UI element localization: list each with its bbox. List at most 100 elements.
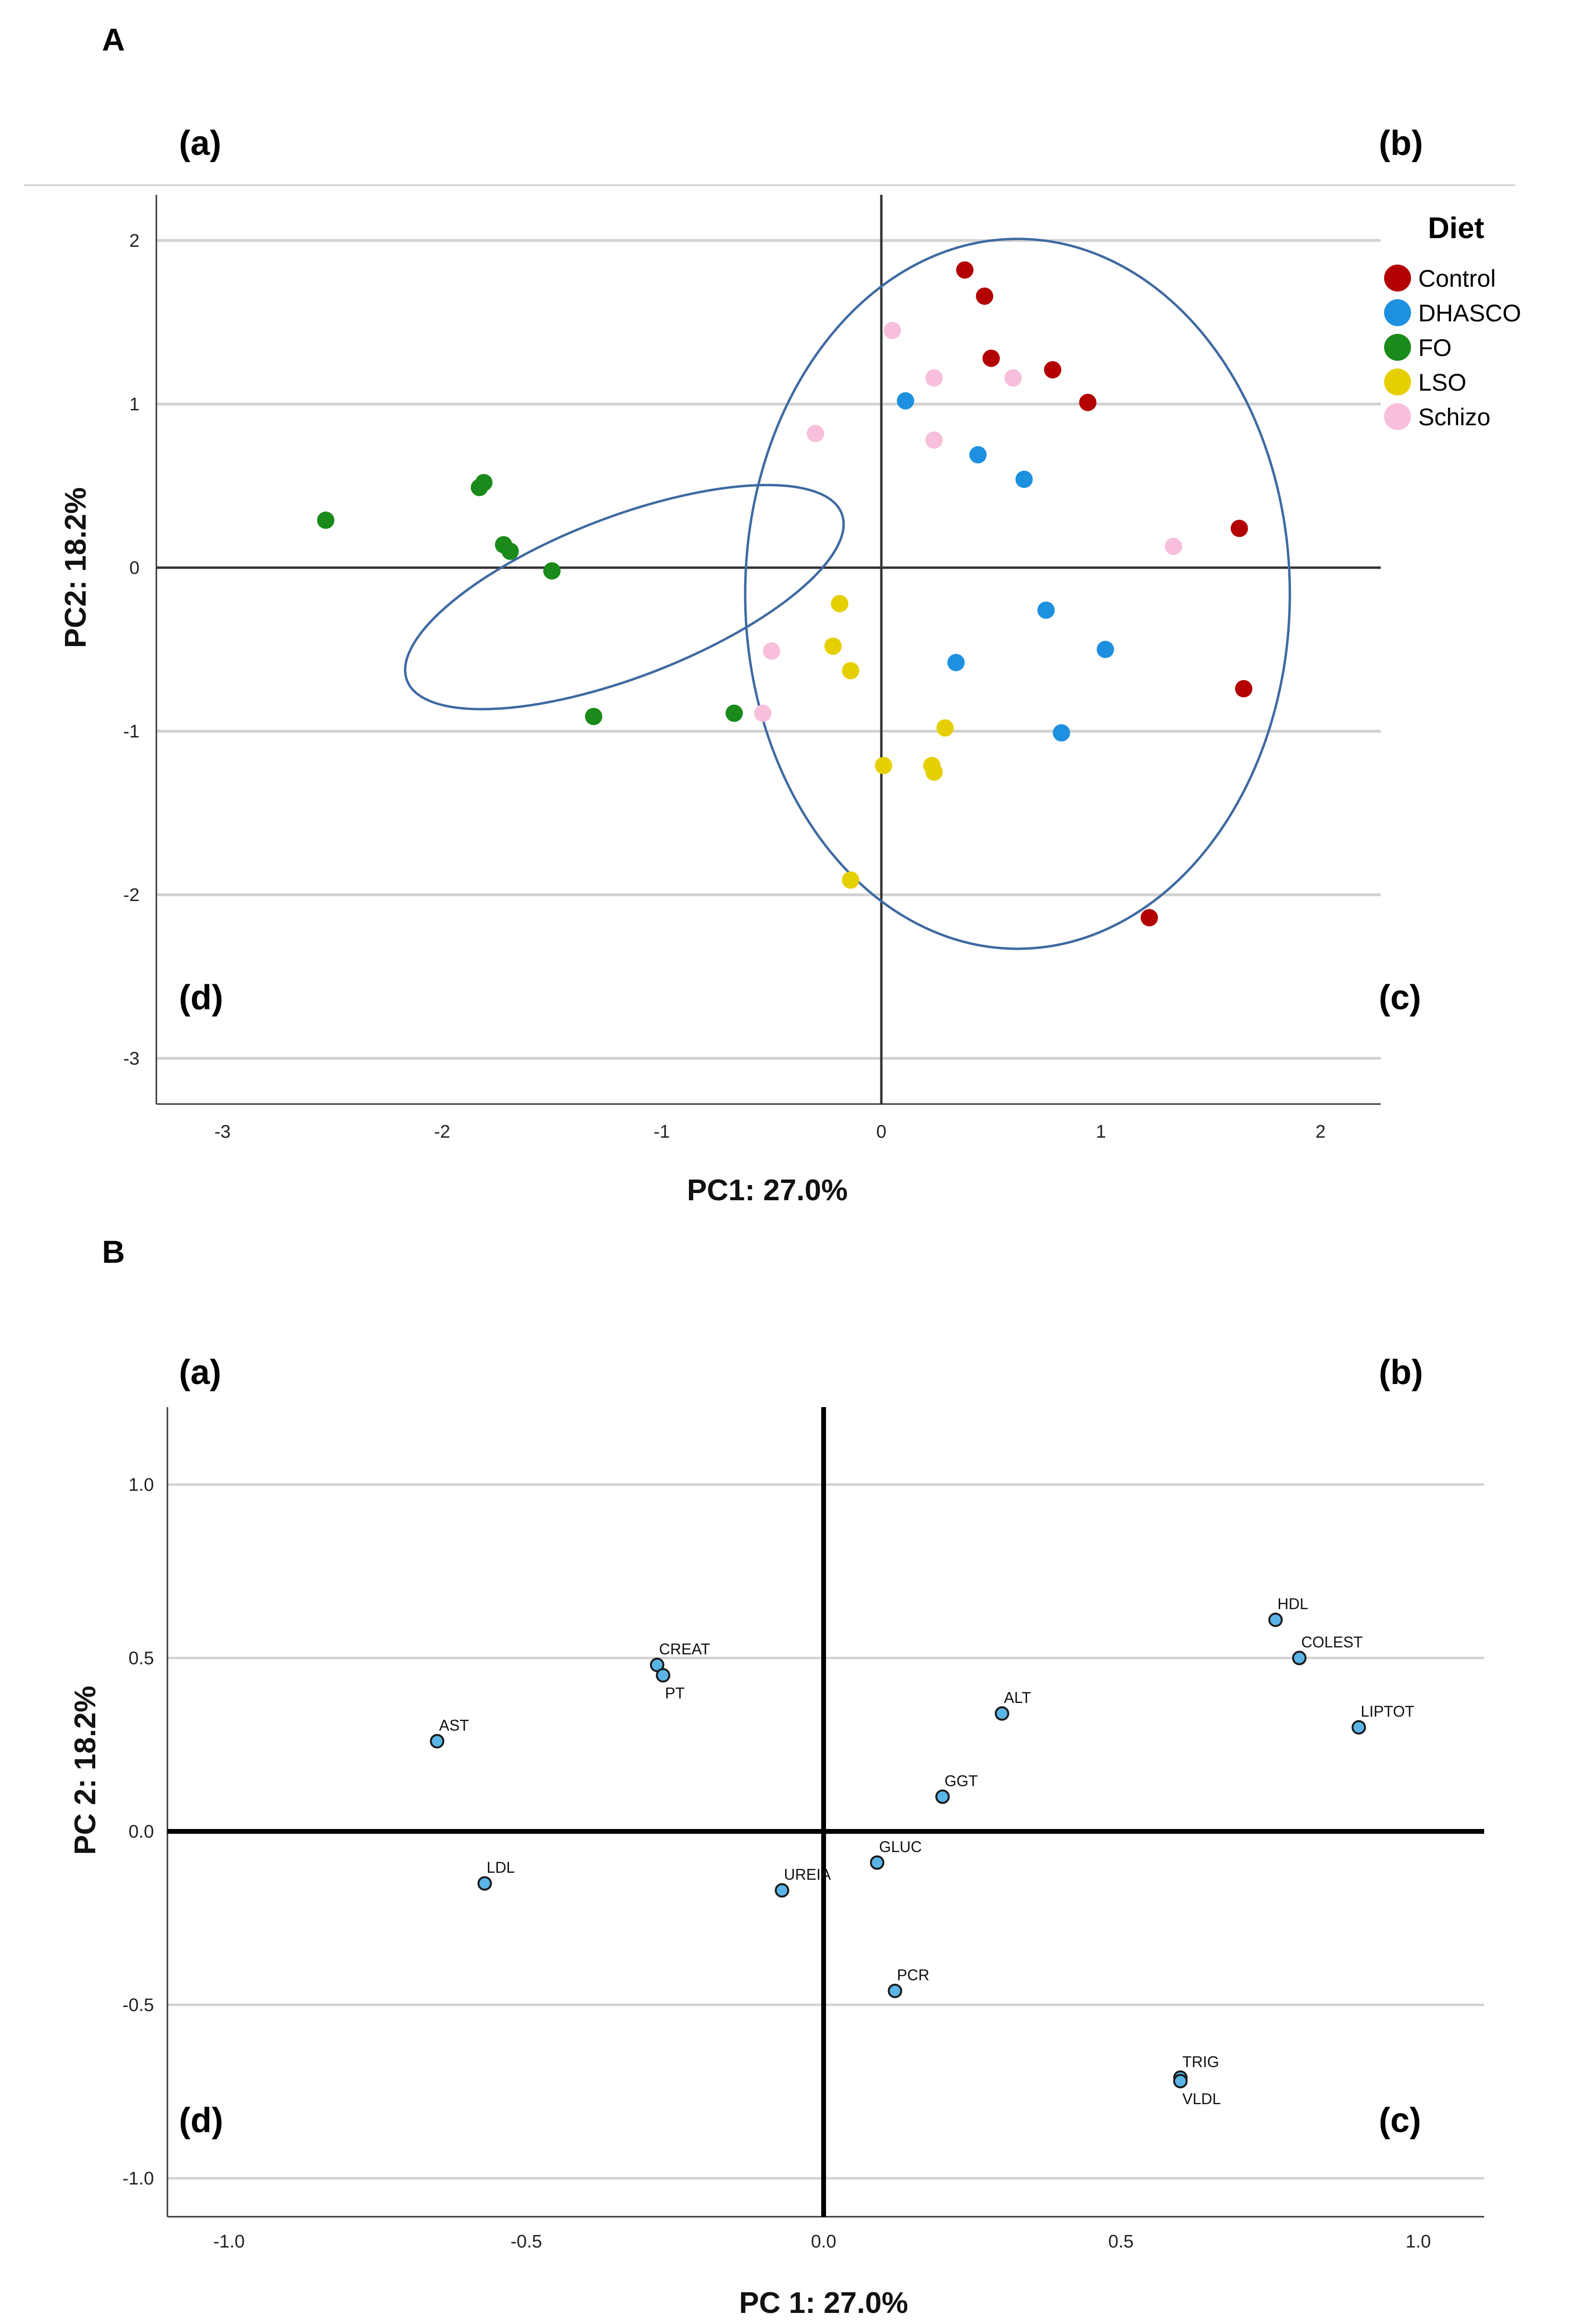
legend-swatch-lso	[1384, 368, 1411, 395]
point-fo	[585, 708, 602, 725]
y-tick-label: 1	[129, 394, 140, 415]
plot-b-ticks: -1.0 -0.5 0.0 0.5 1.0 -1.0 -0.5 0.0 0.5 1.0	[123, 1475, 1431, 2252]
legend-label-control: Control	[1418, 265, 1496, 292]
loading-label-liptot: LIPTOT	[1361, 1703, 1414, 1720]
point-dhasco	[1096, 641, 1114, 658]
y-tick-label: 1.0	[128, 1475, 154, 1495]
plot-a: -3 -2 -1 0 1 2 -3 -2 -1 0 1 2 (d) (c) PC1: 27.0% PC…	[59, 195, 1521, 1207]
point-lso	[875, 757, 892, 775]
legend-label-schizo: Schizo	[1418, 404, 1490, 431]
loading-label-pt: PT	[665, 1685, 685, 1702]
x-tick-label: -0.5	[510, 2232, 542, 2252]
quadrant-a-label: (a)	[179, 124, 221, 163]
plot-a-x-label: PC1: 27.0%	[687, 1174, 848, 1207]
quadrant-c-label-a: (c)	[1379, 978, 1421, 1017]
point-lso	[842, 662, 860, 680]
point-schizo	[883, 322, 901, 339]
point-fo	[501, 543, 519, 560]
quadrant-b-label: (b)	[1379, 124, 1423, 163]
point-schizo	[925, 369, 943, 387]
legend-label-dhasco: DHASCO	[1418, 300, 1521, 327]
plot-a-y-label: PC2: 18.2%	[59, 487, 92, 648]
point-fo	[475, 474, 493, 492]
x-tick-label: 1.0	[1406, 2232, 1431, 2252]
plot-a-grid	[155, 195, 1381, 1105]
point-schizo	[763, 642, 780, 660]
cluster-ellipse	[744, 238, 1291, 950]
plot-b-x-label: PC 1: 27.0%	[739, 2286, 908, 2320]
loading-label-ldl: LDL	[486, 1859, 515, 1876]
x-tick-label: -1	[654, 1122, 670, 1142]
plot-a-legend: Diet Control DHASCO FO LSO Schizo	[1384, 212, 1521, 431]
point-lso	[824, 637, 842, 655]
loading-point-pt	[656, 1668, 671, 1683]
plot-b: -1.0 -0.5 0.0 0.5 1.0 -1.0 -0.5 0.0 0.5 1.0 HDL CO…	[69, 1407, 1484, 2320]
plot-b-grid	[166, 1407, 1484, 2218]
y-tick-label: -2	[123, 885, 140, 905]
loading-point-alt	[994, 1706, 1009, 1721]
loading-point-ldl	[477, 1876, 492, 1891]
loading-point-hdl	[1268, 1613, 1283, 1627]
x-tick-label: -2	[434, 1122, 450, 1142]
quadrant-a-label-b: (a)	[179, 1353, 221, 1392]
loading-label-alt: ALT	[1004, 1689, 1031, 1706]
panel-b-letter: B	[102, 1234, 125, 1270]
plot-b-y-label: PC 2: 18.2%	[69, 1686, 102, 1855]
legend-swatch-dhasco	[1384, 299, 1411, 326]
legend-swatch-schizo	[1384, 403, 1411, 430]
loading-label-hdl: HDL	[1277, 1595, 1308, 1613]
x-tick-label: 1	[1096, 1122, 1106, 1142]
y-tick-label: 0.5	[128, 1649, 154, 1669]
loading-label-vldl: VLDL	[1183, 2090, 1221, 2108]
plot-a-ticks: -3 -2 -1 0 1 2 -3 -2 -1 0 1 2	[123, 231, 1325, 1142]
loading-label-gluc: GLUC	[879, 1838, 922, 1855]
point-control	[1235, 680, 1253, 698]
panel-a-letter: A	[102, 22, 125, 57]
quadrant-b-label-b: (b)	[1379, 1353, 1423, 1392]
y-tick-label: -1.0	[123, 2169, 154, 2189]
point-control	[956, 261, 974, 279]
plot-a-ellipses	[404, 238, 1291, 950]
quadrant-c-label-b: (c)	[1379, 2101, 1421, 2140]
point-fo	[543, 562, 561, 580]
point-control	[1140, 909, 1158, 927]
point-schizo	[1165, 537, 1183, 555]
point-fo	[725, 704, 743, 722]
point-fo	[317, 511, 335, 529]
y-tick-label: -1	[123, 722, 140, 742]
point-lso	[831, 595, 849, 612]
point-dhasco	[1015, 470, 1033, 488]
loading-label-creat: CREAT	[659, 1640, 710, 1658]
plot-a-points	[317, 261, 1253, 927]
legend-swatch-control	[1384, 265, 1411, 292]
quadrant-d-label-a: (d)	[179, 978, 223, 1017]
x-tick-label: 2	[1315, 1122, 1325, 1142]
point-lso	[842, 871, 860, 889]
legend-label-lso: LSO	[1418, 369, 1466, 396]
y-tick-label: -0.5	[123, 1995, 154, 2016]
loading-point-colest	[1292, 1651, 1307, 1665]
point-schizo	[925, 431, 943, 449]
point-schizo	[1004, 369, 1022, 387]
y-tick-label: 0	[129, 558, 140, 578]
x-tick-label: -1.0	[213, 2232, 244, 2252]
x-tick-label: 0.5	[1108, 2232, 1134, 2252]
legend-label-fo: FO	[1418, 334, 1451, 361]
point-schizo	[807, 425, 825, 443]
point-dhasco	[947, 654, 965, 672]
loading-label-ureia: UREIA	[784, 1866, 831, 1883]
point-lso	[925, 763, 943, 781]
loading-label-colest: COLEST	[1301, 1634, 1363, 1651]
point-dhasco	[897, 392, 915, 410]
point-control	[982, 349, 1000, 367]
x-tick-label: -3	[215, 1122, 231, 1142]
loading-point-gluc	[870, 1855, 885, 1870]
point-dhasco	[1053, 724, 1070, 742]
y-tick-label: 0.0	[128, 1822, 154, 1842]
y-tick-label: 2	[129, 231, 140, 251]
point-control	[976, 287, 993, 305]
legend-swatch-fo	[1384, 334, 1411, 361]
point-lso	[936, 719, 954, 737]
quadrant-d-label-b: (d)	[179, 2101, 223, 2140]
